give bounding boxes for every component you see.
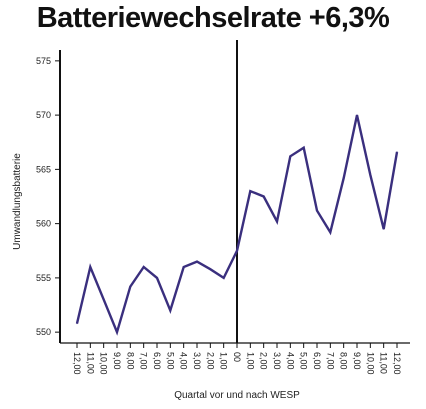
x-tick-label: 4,00 bbox=[285, 352, 295, 370]
data-point bbox=[396, 151, 398, 153]
data-point bbox=[129, 285, 131, 288]
x-tick-label: 5,00 bbox=[165, 352, 175, 370]
x-tick-label: 12,00 bbox=[392, 352, 402, 375]
y-tick-label: 575 bbox=[36, 56, 51, 66]
y-tick-label: 565 bbox=[36, 164, 51, 174]
data-point bbox=[343, 177, 345, 179]
x-tick-label: 3,00 bbox=[272, 352, 282, 370]
x-ticks: 12,00 11,00 10,00 9,00 8,00 7,00 6,00 5,00 4,00 3… bbox=[72, 343, 402, 375]
y-tick-label: 555 bbox=[36, 273, 51, 283]
data-point bbox=[236, 250, 238, 252]
data-point bbox=[103, 298, 105, 301]
data-point bbox=[369, 174, 371, 176]
data-point bbox=[249, 190, 251, 192]
x-tick-label: 1,00 bbox=[219, 352, 229, 370]
data-point bbox=[143, 266, 145, 268]
data-point bbox=[263, 195, 265, 198]
x-tick-label: 7,00 bbox=[325, 352, 335, 370]
y-tick-label: 560 bbox=[36, 219, 51, 229]
data-point bbox=[89, 266, 91, 268]
data-point bbox=[116, 331, 118, 333]
x-tick-label: 3,00 bbox=[192, 352, 202, 370]
data-point bbox=[316, 210, 318, 212]
data-point bbox=[209, 268, 211, 270]
x-tick-label: 10,00 bbox=[99, 352, 109, 375]
x-tick-label: 00 bbox=[232, 352, 242, 362]
data-point bbox=[223, 277, 225, 279]
data-point bbox=[329, 231, 331, 233]
x-axis-label: Quartal vor und nach WESP bbox=[174, 390, 300, 401]
data-point bbox=[356, 114, 358, 116]
x-tick-label: 2,00 bbox=[205, 352, 215, 370]
x-tick-label: 5,00 bbox=[299, 352, 309, 370]
y-tick-label: 550 bbox=[36, 327, 51, 337]
x-tick-label: 8,00 bbox=[125, 352, 135, 370]
x-tick-label: 4,00 bbox=[179, 352, 189, 370]
x-tick-label: 11,00 bbox=[379, 352, 389, 374]
x-tick-label: 10,00 bbox=[365, 352, 375, 375]
y-ticks: 550 555 560 565 570 575 bbox=[36, 56, 60, 337]
x-tick-label: 2,00 bbox=[259, 352, 269, 370]
data-point bbox=[289, 155, 291, 157]
data-point bbox=[183, 266, 185, 268]
x-tick-label: 8,00 bbox=[339, 352, 349, 370]
x-tick-label: 6,00 bbox=[152, 352, 162, 370]
x-tick-label: 7,00 bbox=[139, 352, 149, 370]
x-tick-label: 9,00 bbox=[352, 352, 362, 370]
x-tick-label: 6,00 bbox=[312, 352, 322, 370]
data-point bbox=[383, 228, 385, 230]
chart-title: Batteriewechselrate +6,3% bbox=[36, 2, 390, 34]
x-axis: 12,00 11,00 10,00 9,00 8,00 7,00 6,00 5,00 4,00 3… bbox=[60, 342, 410, 375]
x-tick-label: 1,00 bbox=[245, 352, 255, 370]
data-point bbox=[169, 309, 171, 312]
y-axis-label: Umwandlungsbatterie bbox=[12, 153, 23, 250]
data-point bbox=[303, 147, 305, 149]
x-tick-label: 11,00 bbox=[85, 352, 95, 374]
data-point bbox=[156, 277, 158, 279]
series bbox=[75, 114, 399, 336]
y-axis: 550 555 560 565 570 575 bbox=[36, 50, 61, 343]
y-tick-label: 570 bbox=[36, 110, 51, 120]
data-point bbox=[276, 220, 278, 223]
x-tick-label: 9,00 bbox=[112, 352, 122, 370]
data-point bbox=[196, 261, 198, 263]
data-point bbox=[76, 322, 78, 325]
x-tick-label: 12,00 bbox=[72, 352, 82, 375]
